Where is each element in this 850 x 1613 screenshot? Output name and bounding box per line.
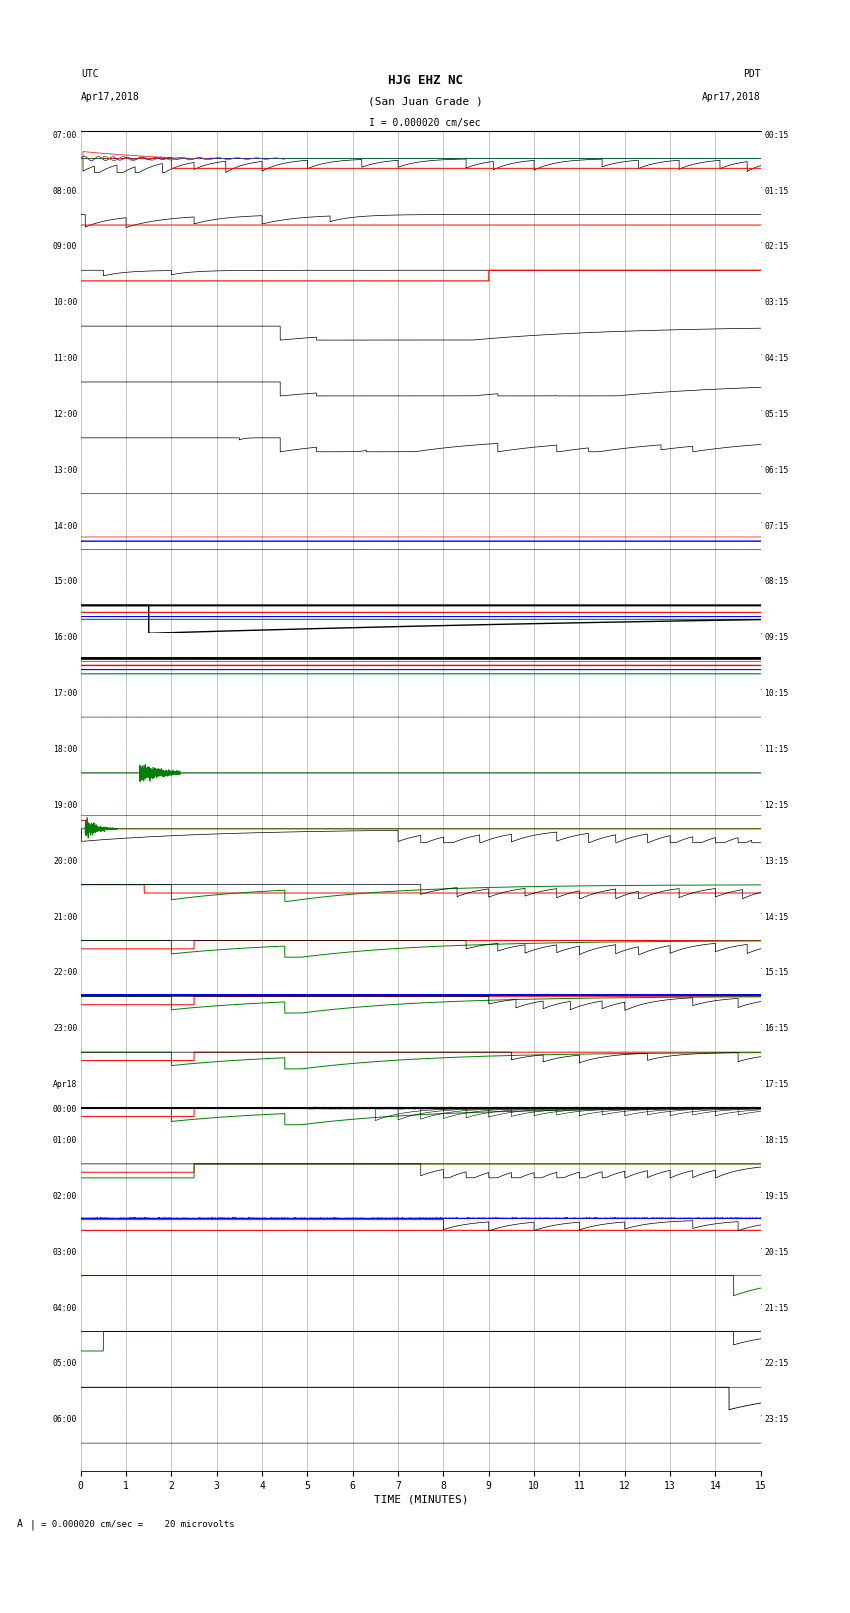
Text: 14:00: 14:00 <box>53 521 77 531</box>
Text: A: A <box>17 1519 23 1529</box>
Text: 21:00: 21:00 <box>53 913 77 921</box>
Text: = 0.000020 cm/sec =    20 microvolts: = 0.000020 cm/sec = 20 microvolts <box>41 1519 235 1529</box>
Text: 18:00: 18:00 <box>53 745 77 753</box>
Text: 04:00: 04:00 <box>53 1303 77 1313</box>
Text: Apr17,2018: Apr17,2018 <box>81 92 139 102</box>
Text: 17:15: 17:15 <box>764 1081 789 1089</box>
Text: 00:00: 00:00 <box>53 1105 77 1115</box>
Text: HJG EHZ NC: HJG EHZ NC <box>388 74 462 87</box>
Text: 05:00: 05:00 <box>53 1360 77 1368</box>
Text: 00:15: 00:15 <box>764 131 789 140</box>
Text: 15:00: 15:00 <box>53 577 77 587</box>
Text: 19:00: 19:00 <box>53 802 77 810</box>
Text: 23:15: 23:15 <box>764 1415 789 1424</box>
Text: 13:00: 13:00 <box>53 466 77 474</box>
Text: 20:15: 20:15 <box>764 1248 789 1257</box>
Text: 23:00: 23:00 <box>53 1024 77 1034</box>
Text: 02:15: 02:15 <box>764 242 789 252</box>
Text: 22:15: 22:15 <box>764 1360 789 1368</box>
Text: Apr18: Apr18 <box>53 1081 77 1089</box>
Text: 16:15: 16:15 <box>764 1024 789 1034</box>
Text: 03:00: 03:00 <box>53 1248 77 1257</box>
Text: PDT: PDT <box>743 69 761 79</box>
Text: 05:15: 05:15 <box>764 410 789 419</box>
Text: 10:15: 10:15 <box>764 689 789 698</box>
Text: 08:15: 08:15 <box>764 577 789 587</box>
Text: 15:15: 15:15 <box>764 968 789 977</box>
Text: 01:15: 01:15 <box>764 187 789 195</box>
Text: 11:15: 11:15 <box>764 745 789 753</box>
Text: 18:15: 18:15 <box>764 1136 789 1145</box>
Text: 01:00: 01:00 <box>53 1136 77 1145</box>
Text: 17:00: 17:00 <box>53 689 77 698</box>
Text: 02:00: 02:00 <box>53 1192 77 1200</box>
Text: 03:15: 03:15 <box>764 298 789 306</box>
Text: UTC: UTC <box>81 69 99 79</box>
Text: 14:15: 14:15 <box>764 913 789 921</box>
Text: 07:00: 07:00 <box>53 131 77 140</box>
Text: 20:00: 20:00 <box>53 857 77 866</box>
Text: (San Juan Grade ): (San Juan Grade ) <box>367 97 483 106</box>
Text: 04:15: 04:15 <box>764 355 789 363</box>
Text: Apr17,2018: Apr17,2018 <box>702 92 761 102</box>
Text: 09:15: 09:15 <box>764 634 789 642</box>
Text: 19:15: 19:15 <box>764 1192 789 1200</box>
Text: 08:00: 08:00 <box>53 187 77 195</box>
Text: 13:15: 13:15 <box>764 857 789 866</box>
Text: 06:15: 06:15 <box>764 466 789 474</box>
Text: 12:00: 12:00 <box>53 410 77 419</box>
Text: 11:00: 11:00 <box>53 355 77 363</box>
Text: 16:00: 16:00 <box>53 634 77 642</box>
X-axis label: TIME (MINUTES): TIME (MINUTES) <box>373 1495 468 1505</box>
Text: 22:00: 22:00 <box>53 968 77 977</box>
Text: 07:15: 07:15 <box>764 521 789 531</box>
Text: 10:00: 10:00 <box>53 298 77 306</box>
Text: |: | <box>30 1519 36 1531</box>
Text: 12:15: 12:15 <box>764 802 789 810</box>
Text: 06:00: 06:00 <box>53 1415 77 1424</box>
Text: 21:15: 21:15 <box>764 1303 789 1313</box>
Text: 09:00: 09:00 <box>53 242 77 252</box>
Text: I = 0.000020 cm/sec: I = 0.000020 cm/sec <box>369 118 481 127</box>
